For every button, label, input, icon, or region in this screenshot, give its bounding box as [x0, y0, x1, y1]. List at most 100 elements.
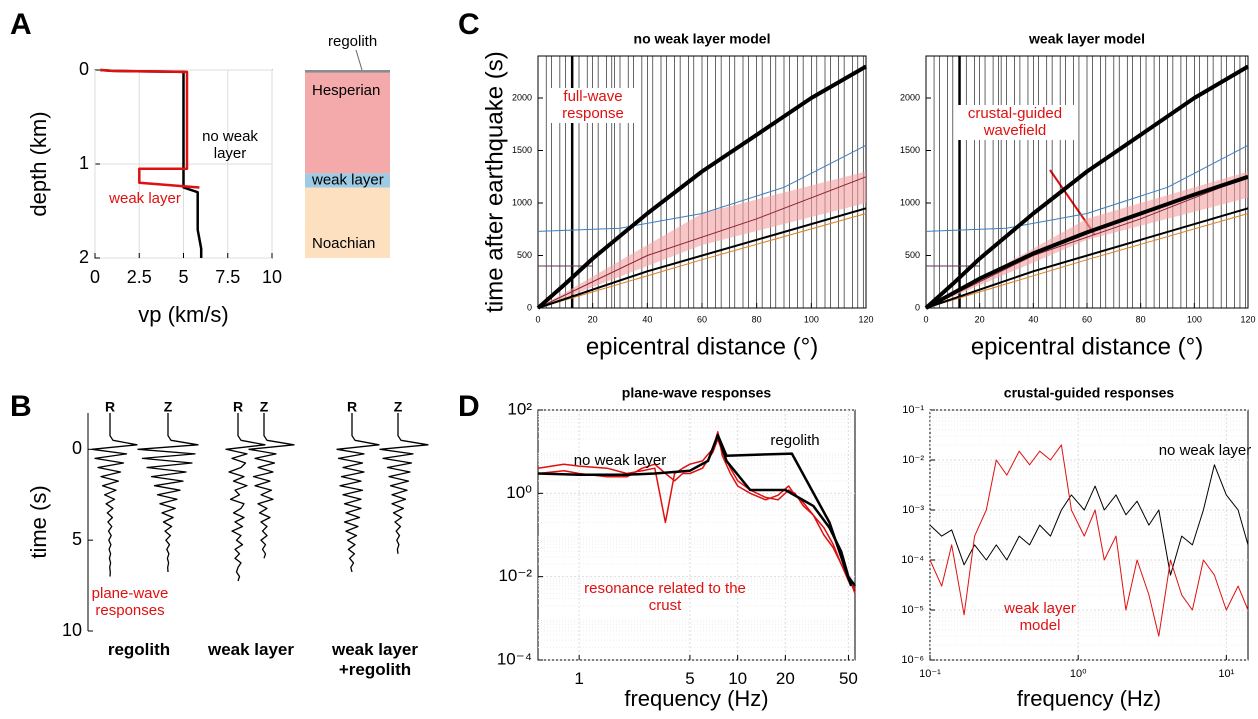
data-line: [925, 174, 1249, 310]
y-tick-label: 500: [517, 250, 532, 260]
layer-label: Hesperian: [312, 82, 380, 99]
waveform-trace: [91, 413, 138, 577]
data-line: [924, 64, 1250, 310]
y-tick-label: 0: [527, 302, 532, 312]
layer: [305, 72, 390, 174]
y-tick-label: 1500: [512, 145, 532, 155]
annotation: resonance related to the crust: [584, 580, 746, 615]
y-tick-label: 10⁻⁶: [901, 654, 924, 666]
x-tick-label: 60: [1082, 314, 1092, 324]
layer: [305, 187, 390, 258]
x-tick-label: 20: [975, 314, 985, 324]
x-tick-label: 2.5: [127, 267, 152, 287]
channel-label: Z: [164, 399, 173, 415]
layer-label: weak layer: [311, 171, 384, 188]
y-tick-label: 10⁻²: [902, 454, 924, 466]
y-tick-label: 1000: [900, 197, 920, 207]
y-axis-label: depth (km): [26, 111, 51, 216]
x-axis-label: epicentral distance (°): [971, 333, 1203, 360]
data-line: [537, 176, 867, 309]
data-line: [925, 144, 1249, 232]
data-line: [537, 207, 867, 309]
y-tick-label: 10⁻⁴: [901, 554, 924, 566]
waveform-trace: [379, 413, 429, 554]
panel-label: B: [10, 390, 32, 423]
annotation: plane-wave responses: [91, 585, 169, 620]
y-tick-label: 10⁻¹: [902, 404, 924, 416]
x-tick-label: 100: [804, 314, 819, 324]
y-tick-label: 2000: [900, 92, 920, 102]
x-axis-label: frequency (Hz): [624, 686, 768, 711]
chart-title: weak layer model: [1028, 31, 1145, 47]
layer-label: Noachian: [312, 235, 375, 252]
x-tick-label: 0: [90, 267, 100, 287]
x-tick-label: 0: [923, 314, 928, 324]
x-axis-label: epicentral distance (°): [586, 333, 818, 360]
x-tick-label: 60: [697, 314, 707, 324]
x-tick-label: 7.5: [215, 267, 240, 287]
x-tick-label: 10¹: [1218, 668, 1234, 680]
channel-label: Z: [394, 399, 403, 415]
x-tick-label: 120: [1240, 314, 1255, 324]
annotation: weak layer model: [1004, 600, 1076, 635]
group-label: weak layer: [207, 640, 294, 659]
x-tick-label: 0: [535, 314, 540, 324]
annotation: no weak layer: [202, 128, 258, 163]
chart-title: no weak layer model: [634, 31, 771, 47]
y-tick-label: 1: [79, 153, 89, 173]
data-line: [925, 176, 1249, 309]
chart-title: plane-wave responses: [622, 385, 772, 401]
x-tick-label: 10⁻¹: [919, 668, 941, 680]
panel-label: C: [458, 8, 480, 41]
data-line: [716, 434, 853, 587]
x-tick-label: 80: [752, 314, 762, 324]
x-tick-label: 5: [685, 669, 694, 688]
x-tick-label: 10⁰: [1070, 668, 1087, 680]
x-tick-label: 40: [642, 314, 652, 324]
channel-label: R: [347, 399, 357, 415]
x-tick-label: 50: [839, 669, 858, 688]
channel-label: R: [233, 399, 243, 415]
x-tick-label: 10: [728, 669, 747, 688]
y-tick-label: 10: [62, 620, 82, 640]
y-tick-label: 10⁻²: [498, 566, 532, 585]
y-tick-label: 5: [72, 529, 82, 549]
data-line: [925, 213, 1249, 309]
data-line: [536, 64, 867, 310]
x-axis-label: frequency (Hz): [1017, 686, 1161, 711]
x-tick-label: 100: [1187, 314, 1202, 324]
data-line: [925, 207, 1249, 309]
annotation: weak layer: [109, 190, 181, 207]
y-axis-label: time after earthquake (s): [481, 51, 508, 312]
layer-label: regolith: [328, 33, 377, 50]
waveform-trace: [137, 413, 199, 573]
layer: [305, 70, 390, 73]
group-label: weak layer +regolith: [331, 640, 418, 679]
annotation: no weak layer: [573, 452, 667, 469]
y-tick-label: 500: [905, 250, 920, 260]
y-tick-label: 2: [79, 247, 89, 267]
x-tick-label: 80: [1136, 314, 1146, 324]
layer: [305, 173, 390, 188]
y-tick-label: 0: [79, 59, 89, 79]
y-tick-label: 10⁻⁵: [901, 604, 924, 616]
waveform-trace: [225, 413, 266, 582]
data-line: [929, 444, 1249, 637]
annotation: crustal-guided wavefield: [955, 105, 1075, 140]
y-tick-label: 0: [915, 302, 920, 312]
channel-label: R: [105, 399, 115, 415]
y-tick-label: 10⁰: [506, 483, 532, 502]
annotation: regolith: [770, 432, 820, 449]
waveform-trace: [336, 413, 380, 573]
group-label: regolith: [107, 640, 171, 659]
x-axis-label: vp (km/s): [138, 302, 228, 327]
data-line: [537, 213, 867, 309]
channel-label: Z: [260, 399, 269, 415]
annotation: no weak layer: [1158, 442, 1252, 459]
data-line: [537, 144, 867, 232]
y-axis-label: time (s): [26, 485, 51, 558]
x-tick-label: 20: [588, 314, 598, 324]
y-tick-label: 10²: [507, 399, 532, 418]
